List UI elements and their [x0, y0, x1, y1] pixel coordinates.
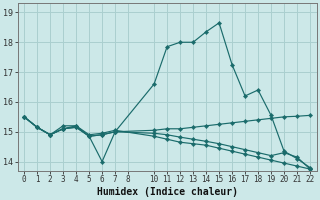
X-axis label: Humidex (Indice chaleur): Humidex (Indice chaleur) [97, 186, 237, 197]
